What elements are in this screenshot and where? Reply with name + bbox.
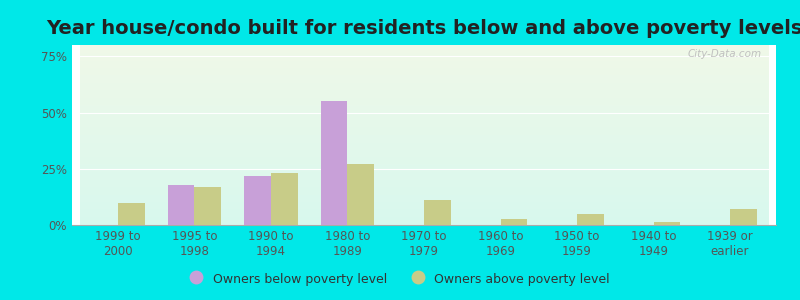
Bar	[577, 214, 604, 225]
Bar	[168, 184, 194, 225]
Bar	[501, 219, 527, 225]
Bar	[424, 200, 450, 225]
Bar	[321, 101, 347, 225]
Text: City-Data.com: City-Data.com	[688, 49, 762, 58]
Bar	[347, 164, 374, 225]
Bar	[244, 176, 271, 225]
Bar	[730, 209, 757, 225]
Bar	[194, 187, 222, 225]
Bar	[271, 173, 298, 225]
Legend: Owners below poverty level, Owners above poverty level: Owners below poverty level, Owners above…	[185, 267, 615, 291]
Title: Year house/condo built for residents below and above poverty levels: Year house/condo built for residents bel…	[46, 19, 800, 38]
Bar	[118, 202, 145, 225]
Bar	[654, 222, 680, 225]
